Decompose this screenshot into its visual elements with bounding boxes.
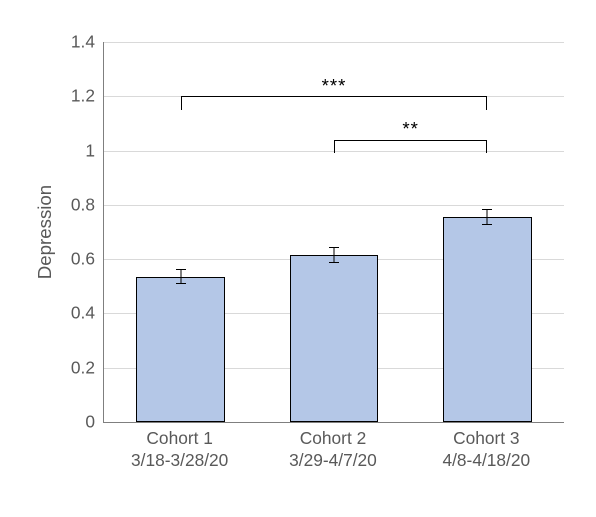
x-tick-main: Cohort 2 bbox=[300, 428, 366, 448]
y-tick-label: 1.4 bbox=[71, 32, 95, 53]
y-tick-label: 1.2 bbox=[71, 86, 95, 107]
y-tick-label: 0.4 bbox=[71, 303, 95, 324]
gridline bbox=[104, 42, 564, 43]
y-tick-label: 0.2 bbox=[71, 357, 95, 378]
x-tick-label: Cohort 23/29-4/7/20 bbox=[256, 428, 409, 471]
plot-area: ***** bbox=[103, 42, 564, 423]
depression-bar-chart: *****00.20.40.60.811.21.4DepressionCohor… bbox=[0, 0, 596, 517]
bar bbox=[290, 255, 379, 422]
significance-bracket: *** bbox=[181, 96, 488, 110]
x-tick-main: Cohort 1 bbox=[146, 428, 212, 448]
bar bbox=[443, 217, 532, 422]
x-tick-sub: 4/8-4/18/20 bbox=[410, 450, 563, 472]
x-tick-label: Cohort 34/8-4/18/20 bbox=[410, 428, 563, 471]
x-tick-label: Cohort 13/18-3/28/20 bbox=[103, 428, 256, 471]
error-bar bbox=[482, 209, 492, 224]
error-bar bbox=[329, 247, 339, 262]
x-tick-sub: 3/18-3/28/20 bbox=[103, 450, 256, 472]
x-tick-sub: 3/29-4/7/20 bbox=[256, 450, 409, 472]
y-axis-label: Depression bbox=[34, 185, 56, 279]
significance-label: *** bbox=[322, 75, 347, 97]
gridline bbox=[104, 205, 564, 206]
error-bar bbox=[176, 269, 186, 284]
y-tick-label: 0.6 bbox=[71, 249, 95, 270]
y-tick-label: 1 bbox=[85, 140, 95, 161]
bar bbox=[136, 277, 225, 422]
significance-label: ** bbox=[402, 118, 419, 140]
x-tick-main: Cohort 3 bbox=[453, 428, 519, 448]
y-tick-label: 0 bbox=[85, 412, 95, 433]
y-tick-label: 0.8 bbox=[71, 194, 95, 215]
significance-bracket: ** bbox=[334, 140, 487, 154]
